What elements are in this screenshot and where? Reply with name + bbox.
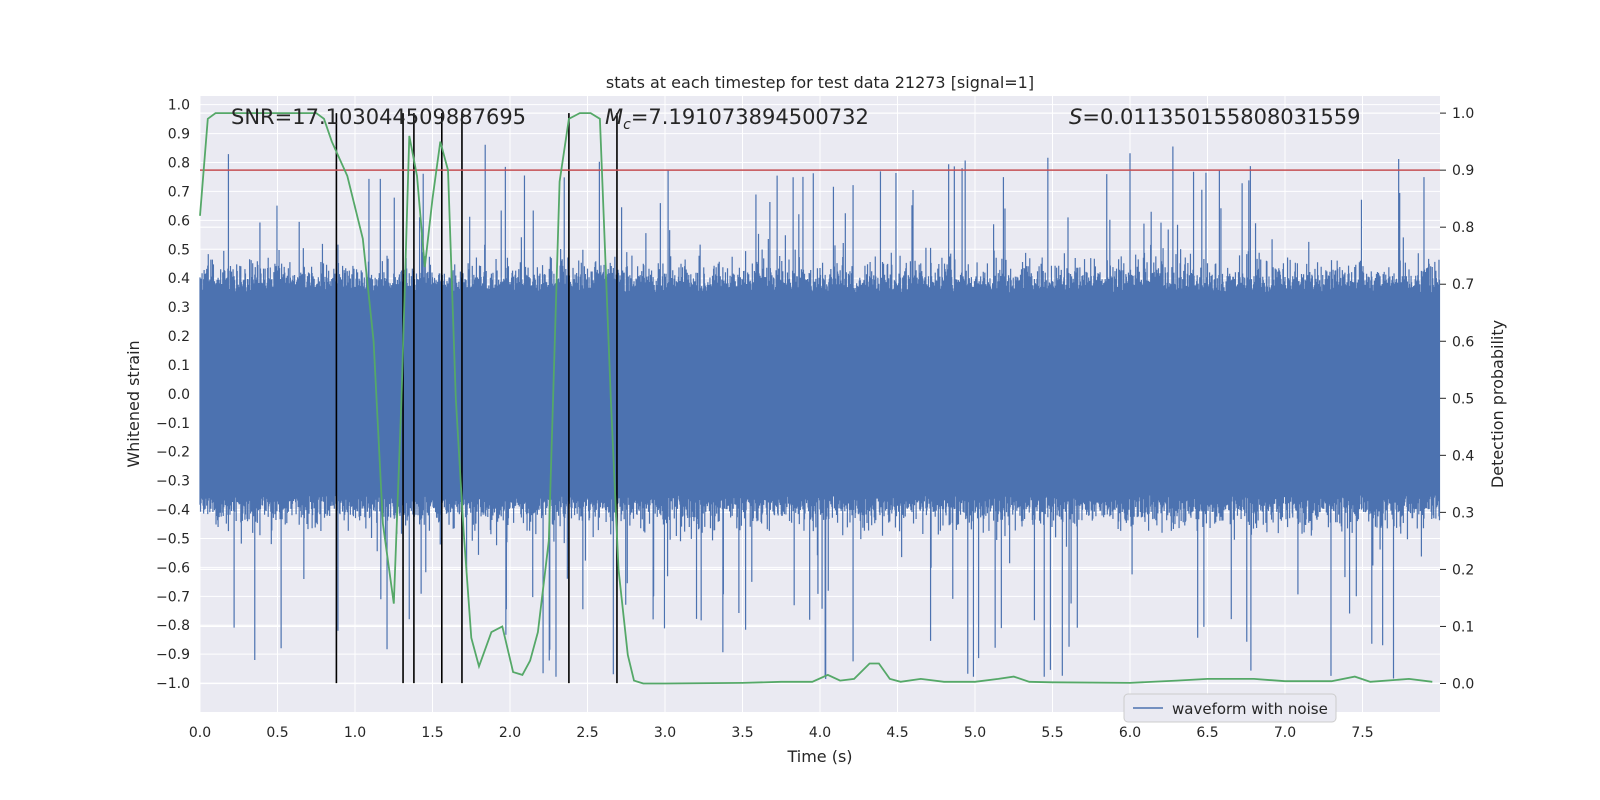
x-tick-label: 3.5 [731,725,753,741]
y-tick-label: 0.0 [168,387,190,403]
y2-tick-label: 0.8 [1452,220,1474,236]
chirp-mass-subscript: c [623,117,631,133]
y-tick-label: 0.5 [168,242,190,258]
y-tick-label: 0.7 [168,184,190,200]
y-tick-label: −0.8 [156,618,190,634]
chart-title: stats at each timestep for test data 212… [606,73,1034,92]
x-tick-label: 5.0 [964,725,986,741]
x-tick-label: 2.5 [576,725,598,741]
y2-tick-label: 0.7 [1452,277,1474,293]
y-tick-label: 0.2 [168,329,190,345]
y-tick-label: −0.7 [156,589,190,605]
x-tick-label: 0.0 [189,725,211,741]
y2-tick-label: 0.1 [1452,619,1474,635]
y-tick-label: 0.8 [168,156,190,172]
y-tick-labels: 1.0 0.9 0.8 0.7 0.6 0.5 0.4 0.3 0.2 0.1 0.0 −0.1 −0.… [156,98,190,692]
y-tick-label: 0.3 [168,300,190,316]
legend-label: waveform with noise [1172,700,1328,718]
waveform-series [199,144,1441,679]
event-markers [335,113,618,684]
probability-line [199,112,1433,685]
y-tick-label: 0.1 [168,358,190,374]
y-tick-label: −0.1 [156,416,190,432]
x-tick-label: 7.5 [1351,725,1373,741]
y-tick-label: −0.6 [156,560,190,576]
y-tick-label: 0.4 [168,271,190,287]
x-tick-label: 6.0 [1119,725,1141,741]
x-tick-label: 3.0 [654,725,676,741]
x-axis-label: Time (s) [786,747,852,766]
y2-tick-label: 0.4 [1452,448,1474,464]
x-tick-label: 0.5 [266,725,288,741]
y-tick-label: −0.3 [156,474,190,490]
x-tick-label: 6.5 [1196,725,1218,741]
legend-box [1123,693,1337,723]
y-tick-label: 0.9 [168,127,190,143]
chirp-mass-value: =7.191073894500732 [631,105,869,129]
s-symbol: S [1069,105,1082,129]
x-tick-label: 2.0 [499,725,521,741]
y2-tick-label: 0.9 [1452,163,1474,179]
s-annotation: S=0.011350155808031559 [1069,105,1360,129]
snr-annotation: SNR=17.103044509887695 [231,105,526,129]
legend: waveform with noise [1123,693,1337,723]
y2-tick-label: 0.0 [1452,676,1474,692]
y2-tick-label: 0.6 [1452,334,1474,350]
x-tick-label: 4.5 [886,725,908,741]
chirp-mass-annotation: Mc=7.191073894500732 [605,105,869,133]
x-tick-label: 5.5 [1041,725,1063,741]
y-axis-label: Whitened strain [124,340,143,467]
y2-tick-label: 0.3 [1452,505,1474,521]
y2-tick-label: 0.5 [1452,391,1474,407]
chirp-mass-symbol: M [605,105,623,129]
x-tick-label: 1.5 [421,725,443,741]
x-tick-label: 1.0 [344,725,366,741]
y2-tick-label: 1.0 [1452,106,1474,122]
x-tick-label: 7.0 [1274,725,1296,741]
s-value: =0.011350155808031559 [1082,105,1360,129]
y-tick-label: −1.0 [156,676,190,692]
y2-tick-label: 0.2 [1452,562,1474,578]
probability-series [199,112,1433,685]
y2-tick-labels: 1.0 0.9 0.8 0.7 0.6 0.5 0.4 0.3 0.2 0.1 0.0 [1440,106,1474,692]
y-tick-label: −0.2 [156,445,190,461]
y-tick-label: 0.6 [168,213,190,229]
x-tick-labels: 0.0 0.5 1.0 1.5 2.0 2.5 3.0 3.5 4.0 4.5 5.0 5.5 6.0 6… [189,725,1374,741]
y-tick-label: 1.0 [168,98,190,114]
y-tick-label: −0.5 [156,531,190,547]
x-tick-label: 4.0 [809,725,831,741]
y-tick-label: −0.4 [156,503,190,519]
y-tick-label: −0.9 [156,647,190,663]
y2-axis-label: Detection probability [1488,320,1507,488]
